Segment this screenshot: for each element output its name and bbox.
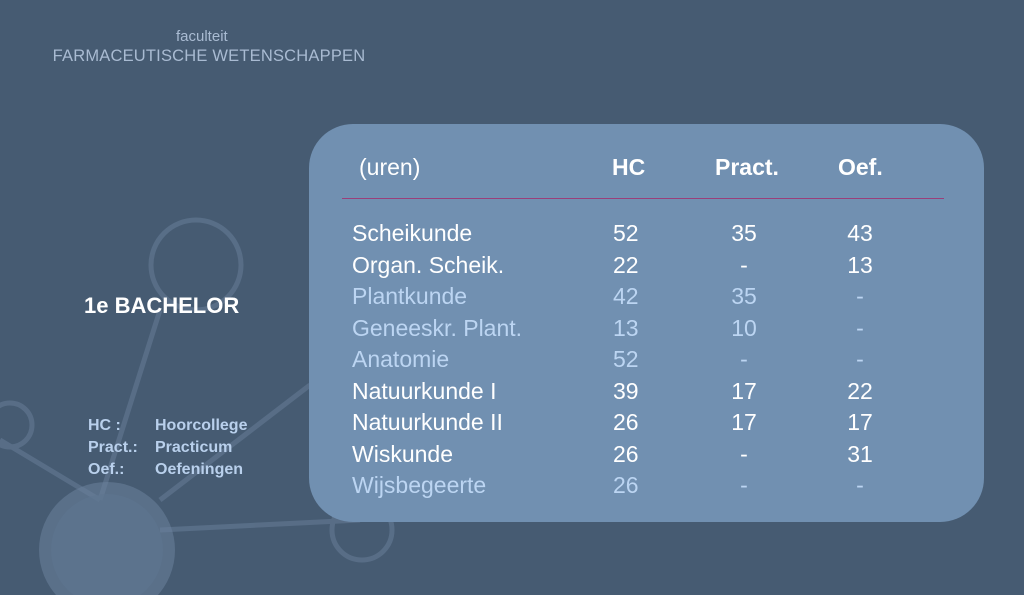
oef-hours: - [856, 346, 864, 372]
hc-hours: 13 [613, 314, 639, 341]
program-level: 1e BACHELOR [84, 293, 240, 318]
course-name: Natuurkunde I [352, 377, 497, 404]
course-name: Wiskunde [352, 440, 453, 467]
oef-hours: 17 [847, 409, 873, 435]
pract-hours: 17 [731, 409, 757, 435]
oef-hours: - [856, 283, 864, 309]
course-name: Wijsbegeerte [352, 472, 487, 498]
header-pract: Pract. [715, 154, 779, 180]
pract-hours: - [740, 440, 748, 467]
header-divider [342, 198, 944, 199]
header-units: (uren) [359, 154, 421, 180]
hc-hours: 52 [613, 346, 639, 372]
hc-hours: 26 [613, 409, 639, 435]
course-name: Anatomie [352, 346, 450, 372]
hc-hours: 26 [613, 472, 639, 498]
legend-full: Practicum [155, 439, 233, 456]
legend-abbr: Pract.: [88, 439, 138, 456]
pract-hours: - [740, 346, 748, 372]
hc-hours: 26 [613, 440, 639, 467]
faculty-title: FARMACEUTISCHE WETENSCHAPPEN [52, 47, 366, 65]
header-hc: HC [612, 154, 646, 180]
pract-hours: 10 [731, 314, 757, 341]
oef-hours: 22 [847, 377, 873, 404]
course-name: Organ. Scheik. [352, 251, 505, 278]
course-name: Plantkunde [352, 283, 468, 309]
hc-hours: 42 [613, 283, 639, 309]
hc-hours: 39 [613, 377, 639, 404]
pract-hours: - [740, 251, 748, 278]
faculty-subtitle: faculteit [176, 28, 228, 45]
abbreviation-legend: HC : Hoorcollege Pract.: Practicum Oef.:… [88, 415, 247, 481]
legend-abbr: HC : [88, 417, 121, 434]
course-name: Geneeskr. Plant. [352, 314, 523, 341]
legend-row: HC : Hoorcollege [88, 415, 247, 437]
oef-hours: 31 [847, 440, 873, 467]
legend-row: Oef.: Oefeningen [88, 459, 247, 481]
faculty-header: faculteit FARMACEUTISCHE WETENSCHAPPEN [0, 28, 418, 66]
course-name: Natuurkunde II [352, 409, 503, 435]
course-name: Scheikunde [352, 220, 473, 246]
hc-hours: 22 [613, 251, 639, 278]
legend-row: Pract.: Practicum [88, 437, 247, 459]
pract-hours: 35 [731, 220, 757, 246]
legend-full: Hoorcollege [155, 417, 248, 434]
oef-hours: 43 [847, 220, 873, 246]
legend-full: Oefeningen [155, 461, 244, 478]
oef-hours: - [856, 314, 864, 341]
legend-abbr: Oef.: [88, 461, 125, 478]
pract-hours: - [740, 472, 748, 498]
header-oef: Oef. [838, 154, 883, 180]
hours-table-panel: (uren) HC Pract. Oef. Scheikunde 52 35 43 Or… [309, 124, 984, 522]
hc-hours: 52 [613, 220, 639, 246]
pract-hours: 35 [731, 283, 757, 309]
pract-hours: 17 [731, 377, 757, 404]
oef-hours: 13 [847, 251, 873, 278]
oef-hours: - [856, 472, 864, 498]
